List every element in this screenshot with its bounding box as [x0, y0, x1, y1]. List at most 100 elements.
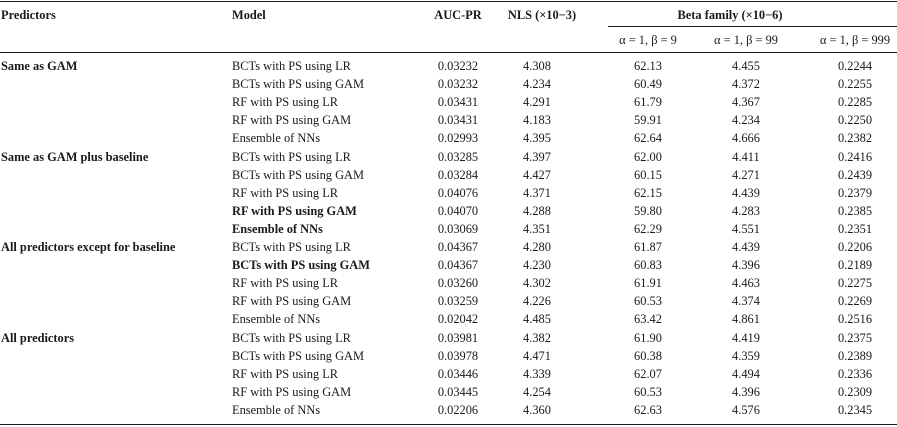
- model-name: RF with PS using LR: [232, 95, 339, 110]
- beta-1-9-value: 62.64: [634, 131, 662, 146]
- nls-value: 4.395: [523, 131, 551, 146]
- header-beta-family: Beta family (×10−6): [677, 8, 783, 22]
- beta-1-9-value: 60.49: [634, 77, 662, 92]
- auc-pr-value: 0.04076: [437, 185, 479, 200]
- beta-1-9-value: 60.53: [634, 384, 662, 399]
- model-name: Ensemble of NNs: [232, 221, 323, 236]
- nls-value: 4.288: [523, 203, 551, 218]
- predictor-group-label: All predictors except for baseline: [1, 240, 176, 254]
- beta-1-99-value: 4.455: [732, 59, 760, 73]
- auc-pr-value: 0.04367: [437, 258, 479, 273]
- model-name: BCTs with PS using LR: [232, 240, 351, 254]
- nls-value: 4.230: [523, 258, 551, 273]
- beta-1-9-value: 61.90: [634, 330, 662, 345]
- nls-value: 4.280: [523, 240, 551, 254]
- predictor-group-label: Same as GAM: [1, 59, 78, 73]
- header-predictors: Predictors: [1, 8, 56, 22]
- beta-1-99-value: 4.494: [732, 366, 760, 381]
- model-name: Ensemble of NNs: [232, 312, 321, 327]
- model-name: RF with PS using GAM: [232, 384, 352, 399]
- model-name: BCTs with PS using GAM: [232, 258, 370, 273]
- beta-1-99-value: 4.234: [732, 113, 760, 128]
- header-rule: [0, 52, 897, 53]
- beta-1-999-value: 0.2309: [837, 384, 873, 399]
- beta-1-99-value: 4.367: [732, 95, 760, 110]
- auc-pr-value: 0.02206: [437, 402, 479, 417]
- nls-value: 4.183: [523, 113, 551, 128]
- beta-1-99-value: 4.551: [732, 221, 760, 236]
- header-model: Model: [232, 8, 266, 22]
- auc-pr-value: 0.03232: [437, 59, 479, 73]
- beta-1-9-value: 62.13: [634, 59, 662, 73]
- beta-1-9-value: 62.07: [634, 366, 662, 381]
- beta-1-9-value: 61.91: [634, 276, 662, 291]
- model-name: RF with PS using LR: [232, 366, 339, 381]
- model-name: BCTs with PS using LR: [232, 59, 351, 73]
- model-name: RF with PS using GAM: [232, 203, 357, 218]
- auc-pr-value: 0.03285: [437, 149, 479, 164]
- model-name: BCTs with PS using GAM: [232, 77, 365, 92]
- beta-1-9-value: 62.00: [634, 149, 662, 164]
- beta-1-999-value: 0.2206: [837, 240, 873, 254]
- beta-1-99-value: 4.463: [732, 276, 760, 291]
- beta-1-99-value: 4.396: [732, 384, 760, 399]
- beta-1-9-value: 60.15: [634, 167, 662, 182]
- model-name: RF with PS using LR: [232, 185, 339, 200]
- header-auc-pr: AUC-PR: [434, 8, 482, 22]
- beta-1-999-value: 0.2516: [837, 312, 873, 327]
- nls-value: 4.360: [523, 402, 551, 417]
- header-beta-1-99: α = 1, β = 99: [714, 33, 778, 47]
- auc-pr-value: 0.03445: [437, 384, 479, 399]
- model-name: RF with PS using GAM: [232, 113, 352, 128]
- beta-1-9-value: 62.29: [634, 221, 662, 236]
- auc-pr-value: 0.02993: [437, 131, 479, 146]
- beta-1-999-value: 0.2269: [837, 294, 873, 309]
- beta-1-9-value: 63.42: [634, 312, 662, 327]
- beta-1-999-value: 0.2285: [837, 95, 873, 110]
- beta-1-999-value: 0.2244: [837, 59, 873, 73]
- bottom-rule: [0, 424, 897, 426]
- model-name: RF with PS using GAM: [232, 294, 352, 309]
- nls-value: 4.234: [523, 77, 551, 92]
- auc-pr-value: 0.03446: [437, 366, 479, 381]
- beta-1-99-value: 4.861: [732, 312, 760, 327]
- beta-1-999-value: 0.2416: [837, 149, 873, 164]
- model-name: BCTs with PS using LR: [232, 149, 351, 164]
- beta-1-999-value: 0.2275: [837, 276, 873, 291]
- top-rule: [0, 1, 897, 3]
- nls-value: 4.382: [523, 330, 551, 345]
- auc-pr-value: 0.03232: [437, 77, 479, 92]
- nls-value: 4.397: [523, 149, 551, 164]
- nls-value: 4.339: [523, 366, 551, 381]
- beta-1-9-value: 59.80: [634, 203, 662, 218]
- model-name: BCTs with PS using LR: [232, 330, 351, 345]
- beta-1-9-value: 61.87: [634, 240, 662, 254]
- nls-value: 4.471: [523, 348, 551, 363]
- beta-1-9-value: 60.53: [634, 294, 662, 309]
- beta-1-999-value: 0.2389: [837, 348, 873, 363]
- nls-value: 4.254: [523, 384, 551, 399]
- auc-pr-value: 0.03284: [437, 167, 479, 182]
- beta-1-999-value: 0.2336: [837, 366, 873, 381]
- header-beta-1-9: α = 1, β = 9: [619, 33, 677, 47]
- beta-1-999-value: 0.2439: [837, 167, 873, 182]
- nls-value: 4.291: [523, 95, 551, 110]
- beta-1-9-value: 61.79: [634, 95, 662, 110]
- header-nls: NLS (×10−3): [507, 8, 577, 22]
- auc-pr-value: 0.04367: [437, 240, 479, 254]
- nls-value: 4.427: [523, 167, 551, 182]
- beta-1-99-value: 4.419: [732, 330, 760, 345]
- auc-pr-value: 0.04070: [437, 203, 479, 218]
- beta-1-9-value: 60.83: [634, 258, 662, 273]
- beta-1-99-value: 4.666: [732, 131, 760, 146]
- model-name: BCTs with PS using GAM: [232, 348, 365, 363]
- beta-1-9-value: 60.38: [634, 348, 662, 363]
- beta-family-rule: [608, 26, 897, 27]
- auc-pr-value: 0.03981: [437, 330, 479, 345]
- nls-value: 4.308: [523, 59, 551, 73]
- beta-1-999-value: 0.2255: [837, 77, 873, 92]
- nls-value: 4.371: [523, 185, 551, 200]
- beta-1-99-value: 4.439: [732, 240, 760, 254]
- auc-pr-value: 0.03431: [437, 113, 479, 128]
- beta-1-999-value: 0.2250: [837, 113, 873, 128]
